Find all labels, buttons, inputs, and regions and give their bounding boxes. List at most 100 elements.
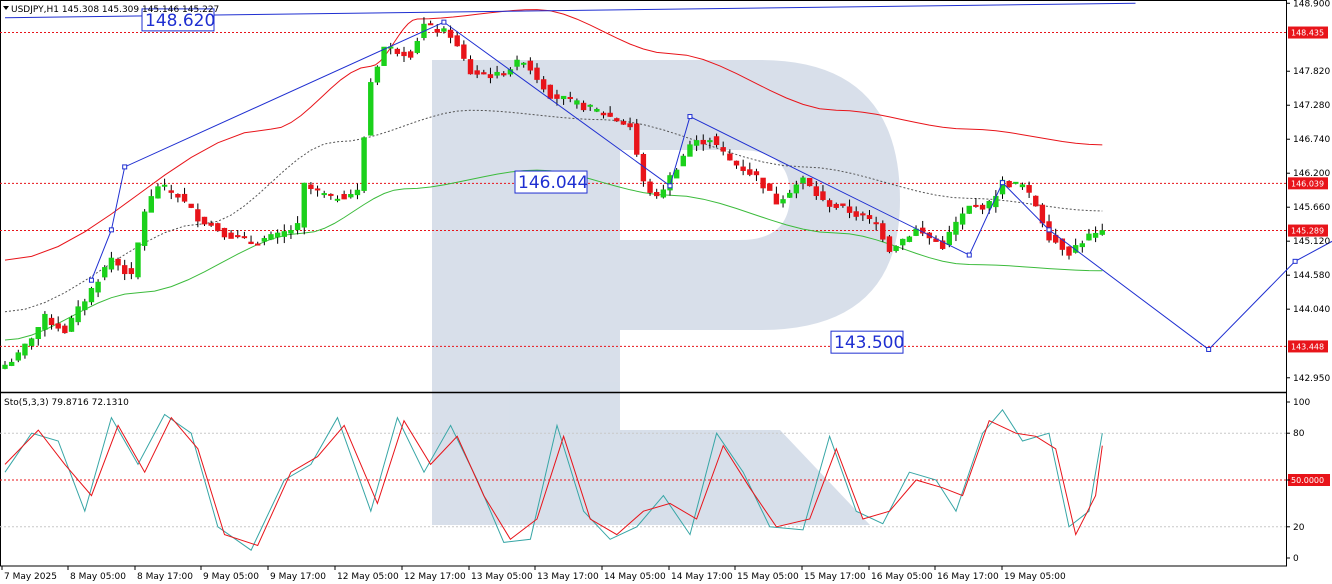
candle-body <box>308 184 314 190</box>
candle-body <box>634 123 640 155</box>
time-label: 7 May 2025 <box>4 572 57 582</box>
candle-body <box>128 268 135 275</box>
candle-body <box>906 236 913 242</box>
candle-body <box>820 191 826 200</box>
candle-body <box>780 199 786 204</box>
osc-mid-badge <box>1288 474 1330 486</box>
candle-body <box>28 338 35 346</box>
level-label: 143.448 <box>1291 342 1324 351</box>
candle-body <box>474 70 480 75</box>
time-label: 16 May 05:00 <box>871 572 933 582</box>
price-tick-label: 148.900 <box>1293 0 1330 9</box>
price-annotation-box <box>141 8 215 32</box>
candle-body <box>427 23 434 26</box>
candle-body <box>155 186 161 199</box>
candle-body <box>534 67 540 80</box>
time-label: 8 May 05:00 <box>70 572 126 582</box>
osc-mid-label: 50.0000 <box>1291 476 1324 485</box>
candle-body <box>979 204 986 210</box>
candle-body <box>853 211 859 217</box>
level-badge <box>1288 224 1328 237</box>
candle-body <box>95 281 101 293</box>
candle-body <box>374 66 381 83</box>
candle-body <box>540 79 547 90</box>
dropdown-arrow-icon[interactable] <box>3 6 9 10</box>
time-label: 14 May 05:00 <box>604 572 666 582</box>
candle-body <box>48 317 55 326</box>
candle-body <box>487 74 494 79</box>
candle-body <box>215 223 221 232</box>
candle-body <box>1039 204 1046 224</box>
candle-body <box>15 352 22 361</box>
candle-body <box>195 209 201 222</box>
candle-body <box>667 175 673 191</box>
price-annotation-label: 148.620 <box>145 11 215 31</box>
candle-body <box>1013 181 1019 184</box>
candle-body <box>740 166 746 171</box>
candle-body <box>813 186 819 197</box>
candle-body <box>700 139 706 145</box>
candle-body <box>580 102 587 111</box>
candle-body <box>341 194 347 200</box>
candle-body <box>274 232 281 238</box>
candle-body <box>787 192 793 198</box>
level-badge <box>1288 177 1328 190</box>
candle-body <box>261 238 268 242</box>
candle-body <box>833 203 839 208</box>
candle-body <box>806 177 813 187</box>
stochastic-signal-line <box>4 416 1103 547</box>
candle-body <box>228 232 234 239</box>
time-label: 9 May 05:00 <box>203 572 259 582</box>
candle-body <box>348 194 354 198</box>
time-label: 19 May 05:00 <box>1004 572 1066 582</box>
candle-body <box>773 193 780 205</box>
candle-body <box>328 193 334 196</box>
candle-body <box>181 193 188 202</box>
candle-body <box>201 216 208 225</box>
candle-body <box>627 123 633 128</box>
candle-body <box>873 222 879 225</box>
candle-body <box>560 95 567 100</box>
candle-body <box>75 306 81 323</box>
candle-body <box>447 29 454 38</box>
watermark-logo <box>432 60 900 525</box>
candle-body <box>188 203 194 208</box>
candle-body <box>886 236 893 252</box>
candle-body <box>1059 238 1066 250</box>
time-label: 12 May 17:00 <box>404 572 466 582</box>
candle-body <box>693 140 700 146</box>
candle-body <box>168 190 174 193</box>
price-annotation-box <box>514 170 588 194</box>
candle-body <box>268 234 274 240</box>
candle-body <box>840 203 846 206</box>
candle-body <box>733 160 740 166</box>
candle-body <box>88 288 95 303</box>
candle-body <box>760 177 766 189</box>
candle-body <box>660 189 667 198</box>
time-label: 13 May 05:00 <box>471 572 533 582</box>
candle-body <box>235 235 241 238</box>
candle-body <box>673 169 680 179</box>
moving-average-green <box>4 169 1103 341</box>
candle-body <box>747 169 753 175</box>
candle-body <box>141 211 148 246</box>
candle-body <box>108 257 115 270</box>
candle-body <box>647 181 653 193</box>
candle-body <box>248 241 254 245</box>
zigzag-node <box>687 114 693 120</box>
candle-body <box>620 121 627 125</box>
candle-body <box>115 258 121 266</box>
candle-body <box>554 94 560 99</box>
candle-body <box>973 204 979 207</box>
candle-body <box>481 72 487 75</box>
zigzag-node <box>1000 180 1005 186</box>
price-annotation-label: 143.500 <box>834 333 904 353</box>
time-label: 9 May 17:00 <box>270 572 326 582</box>
candle-body <box>501 73 507 76</box>
price-tick-label: 146.200 <box>1293 169 1330 179</box>
candle-body <box>707 140 713 143</box>
candle-body <box>713 136 720 145</box>
candle-body <box>494 71 500 76</box>
candle-body <box>241 236 248 239</box>
